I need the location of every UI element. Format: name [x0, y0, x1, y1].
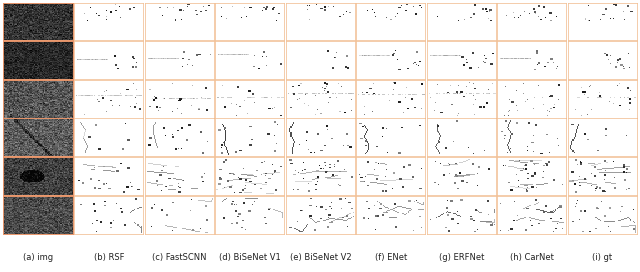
Text: (a) img: (a) img: [23, 253, 53, 262]
Text: (c) FastSCNN: (c) FastSCNN: [152, 253, 207, 262]
Text: (h) CarNet: (h) CarNet: [510, 253, 554, 262]
Text: (d) BiSeNet V1: (d) BiSeNet V1: [219, 253, 281, 262]
Text: (b) RSF: (b) RSF: [93, 253, 124, 262]
Text: (e) BiSeNet V2: (e) BiSeNet V2: [289, 253, 351, 262]
Text: (f) ENet: (f) ENet: [374, 253, 407, 262]
Text: (i) gt: (i) gt: [592, 253, 612, 262]
Text: (g) ERFNet: (g) ERFNet: [438, 253, 484, 262]
